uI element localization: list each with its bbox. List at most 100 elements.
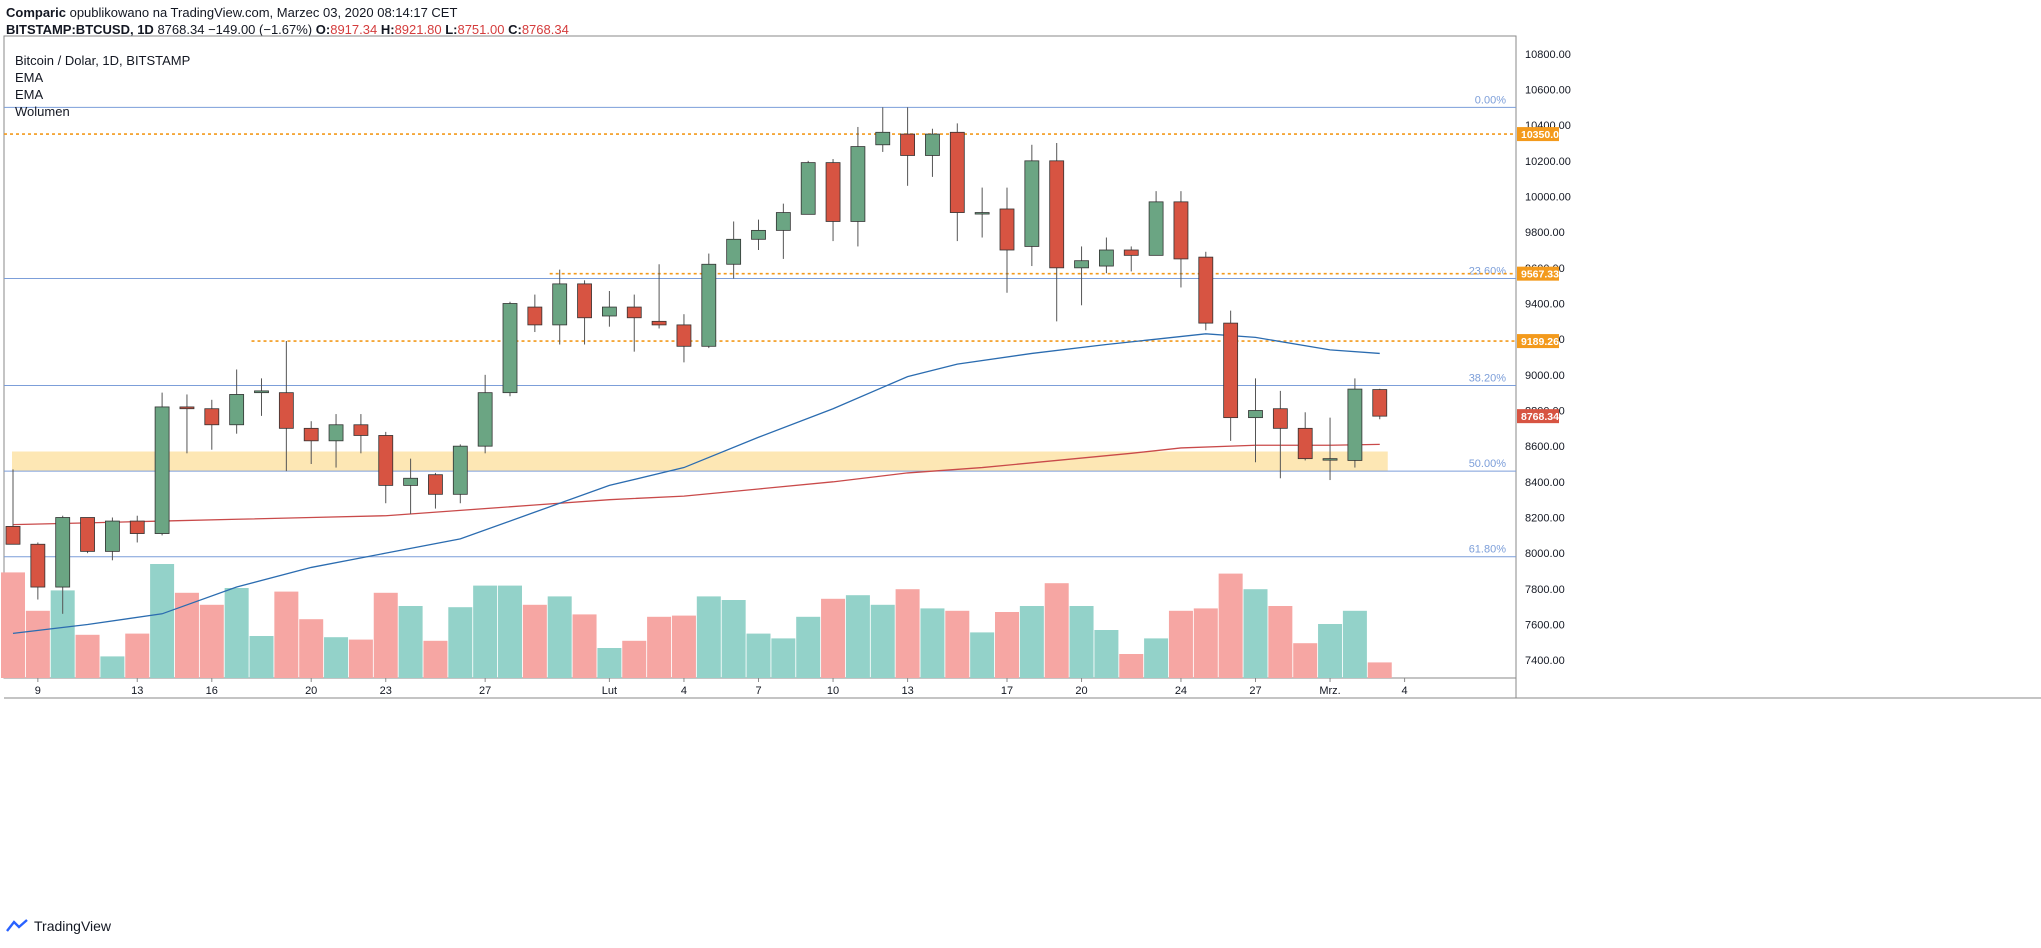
price-tick-label: 7400.00 <box>1525 655 1565 667</box>
price-change: −149.00 (−1.67%) <box>208 22 313 37</box>
volume-bar <box>498 585 522 678</box>
volume-bar <box>1069 606 1094 678</box>
candle-body <box>900 133 915 156</box>
candle-body <box>800 162 816 215</box>
volume-bar <box>199 604 224 678</box>
volume-bar <box>597 648 622 678</box>
candle-body <box>1173 201 1189 260</box>
candle-body <box>204 408 220 426</box>
price-tick-label: 9400.00 <box>1525 299 1565 311</box>
fib-label: 23.60% <box>1469 266 1507 278</box>
volume-bar <box>174 592 199 678</box>
level-price-label: 10350.00 <box>1521 129 1565 141</box>
footer-brand[interactable]: TradingView <box>6 918 111 934</box>
time-tick-label: 27 <box>1249 685 1261 697</box>
volume-bar <box>448 607 473 678</box>
candle-body <box>55 517 71 588</box>
close-value: 8768.34 <box>521 22 569 37</box>
chart-legend: Bitcoin / Dolar, 1D, BITSTAMP EMA EMA Wo… <box>15 52 190 120</box>
volume-bar <box>1342 610 1367 678</box>
volume-bar <box>995 612 1019 678</box>
candle-body <box>303 427 319 442</box>
candle-body <box>30 543 46 588</box>
volume-bar <box>895 589 920 678</box>
volume-bar <box>1119 654 1144 678</box>
volume-bar <box>299 619 324 678</box>
volume-bar <box>1 572 25 678</box>
candle-body <box>577 283 592 319</box>
legend-ema-fast[interactable]: EMA <box>15 70 44 85</box>
price-tick-label: 8600.00 <box>1525 441 1565 453</box>
volume-bar <box>373 592 398 678</box>
volume-bar <box>572 614 597 678</box>
volume-bar <box>796 616 821 678</box>
price-tick-label: 7600.00 <box>1525 620 1565 632</box>
candle-body <box>651 320 667 326</box>
volume-bar <box>920 608 945 678</box>
open-value: 8917.34 <box>330 22 378 37</box>
symbol-label: BITSTAMP:BTCUSD, 1D <box>6 22 154 37</box>
time-tick-label: 4 <box>1402 685 1408 697</box>
candle-body <box>1347 388 1363 461</box>
volume-bar <box>696 596 721 678</box>
volume-bar <box>870 604 895 678</box>
chart-header: Comparic opublikowano na TradingView.com… <box>6 4 569 38</box>
volume-bar <box>348 639 373 678</box>
volume-bar <box>1019 606 1044 678</box>
volume-bar <box>671 615 696 678</box>
price-tick-label: 10800.00 <box>1525 49 1571 61</box>
candle-body <box>353 424 369 436</box>
candle-body <box>1099 249 1114 267</box>
time-tick-label: Lut <box>602 685 617 697</box>
volume-bar <box>647 616 672 678</box>
last-price-badge <box>1517 409 1559 424</box>
volume-bar <box>622 640 647 678</box>
volume-bar <box>1293 643 1318 678</box>
fib-label: 50.00% <box>1469 458 1507 470</box>
candle-body <box>850 146 866 222</box>
candle-body <box>875 131 891 146</box>
time-tick-label: 7 <box>755 685 761 697</box>
candle-body <box>1297 427 1313 460</box>
candle-body <box>179 406 195 410</box>
volume-bar <box>224 588 249 678</box>
candle-body <box>1372 389 1388 417</box>
time-tick-label: 4 <box>681 685 687 697</box>
author-name[interactable]: Comparic <box>6 5 66 20</box>
level-price-label: 9189.26 <box>1521 336 1559 348</box>
fib-label: 0.00% <box>1475 94 1506 106</box>
time-tick-label: 13 <box>131 685 143 697</box>
candle-body <box>129 520 145 534</box>
candle-body <box>552 283 568 326</box>
level-price-badge <box>1517 266 1559 281</box>
candle-body <box>328 424 344 442</box>
candle-body <box>602 306 617 317</box>
footer-brand-label: TradingView <box>34 918 112 934</box>
legend-volume[interactable]: Wolumen <box>15 104 70 119</box>
candle-body <box>105 520 120 552</box>
candle-body <box>477 392 493 447</box>
candle-body <box>452 445 468 495</box>
volume-bar <box>1243 589 1268 678</box>
candle-body <box>974 212 990 215</box>
time-tick-label: 16 <box>206 685 218 697</box>
candle-body <box>775 212 791 231</box>
legend-title[interactable]: Bitcoin / Dolar, 1D, BITSTAMP <box>15 53 191 68</box>
price-tick-label: 10600.00 <box>1525 85 1571 97</box>
time-tick-label: 24 <box>1175 685 1187 697</box>
candle-body <box>1024 160 1040 247</box>
candle-body <box>428 474 443 495</box>
legend-ema-slow[interactable]: EMA <box>15 87 44 102</box>
price-tick-label: 9000.00 <box>1525 370 1565 382</box>
volume-bar <box>1168 610 1193 678</box>
volume-bar <box>721 600 746 678</box>
volume-bar <box>1193 608 1218 678</box>
candle-body <box>80 517 95 552</box>
close-label: C: <box>508 22 522 37</box>
price-tick-label: 8200.00 <box>1525 513 1565 525</box>
publish-line: Comparic opublikowano na TradingView.com… <box>6 4 569 21</box>
time-tick-label: 13 <box>901 685 913 697</box>
volume-bar <box>324 637 349 678</box>
publish-info: opublikowano na TradingView.com, Marzec … <box>69 5 458 20</box>
